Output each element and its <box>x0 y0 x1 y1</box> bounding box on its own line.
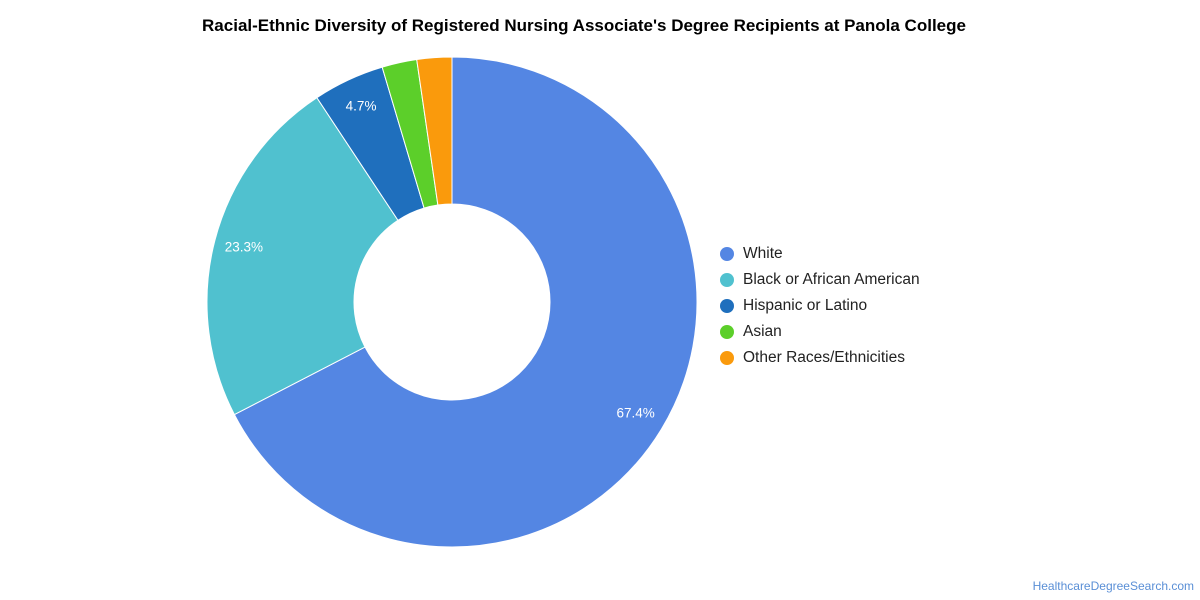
legend-item-black-or-african-american[interactable]: Black or African American <box>720 267 920 293</box>
legend-label: Hispanic or Latino <box>743 297 868 314</box>
legend-label: White <box>743 245 783 262</box>
chart-legend: White Black or African American Hispanic o… <box>720 241 920 371</box>
legend-label: Asian <box>743 323 782 340</box>
legend-item-asian[interactable]: Asian <box>720 319 920 345</box>
source-link[interactable]: HealthcareDegreeSearch.com <box>1032 579 1194 593</box>
legend-item-other-races-ethnicities[interactable]: Other Races/Ethnicities <box>720 345 920 371</box>
chart-title: Racial-Ethnic Diversity of Registered Nu… <box>202 16 966 35</box>
legend-swatch <box>720 273 734 287</box>
legend-item-white[interactable]: White <box>720 241 920 267</box>
legend-label: Black or African American <box>743 271 920 288</box>
data-label-black-or-african-american: 23.3% <box>225 239 263 254</box>
legend-swatch <box>720 325 734 339</box>
slice-white[interactable] <box>233 56 698 548</box>
slice-black-or-african-american[interactable] <box>206 96 399 416</box>
legend-item-hispanic-or-latino[interactable]: Hispanic or Latino <box>720 293 920 319</box>
legend-swatch <box>720 247 734 261</box>
legend-label: Other Races/Ethnicities <box>743 349 905 366</box>
legend-swatch <box>720 299 734 313</box>
data-label-white: 67.4% <box>617 405 655 420</box>
data-label-hispanic-or-latino: 4.7% <box>346 99 377 114</box>
legend-swatch <box>720 351 734 365</box>
slice-other-races-ethnicities[interactable] <box>416 56 453 206</box>
